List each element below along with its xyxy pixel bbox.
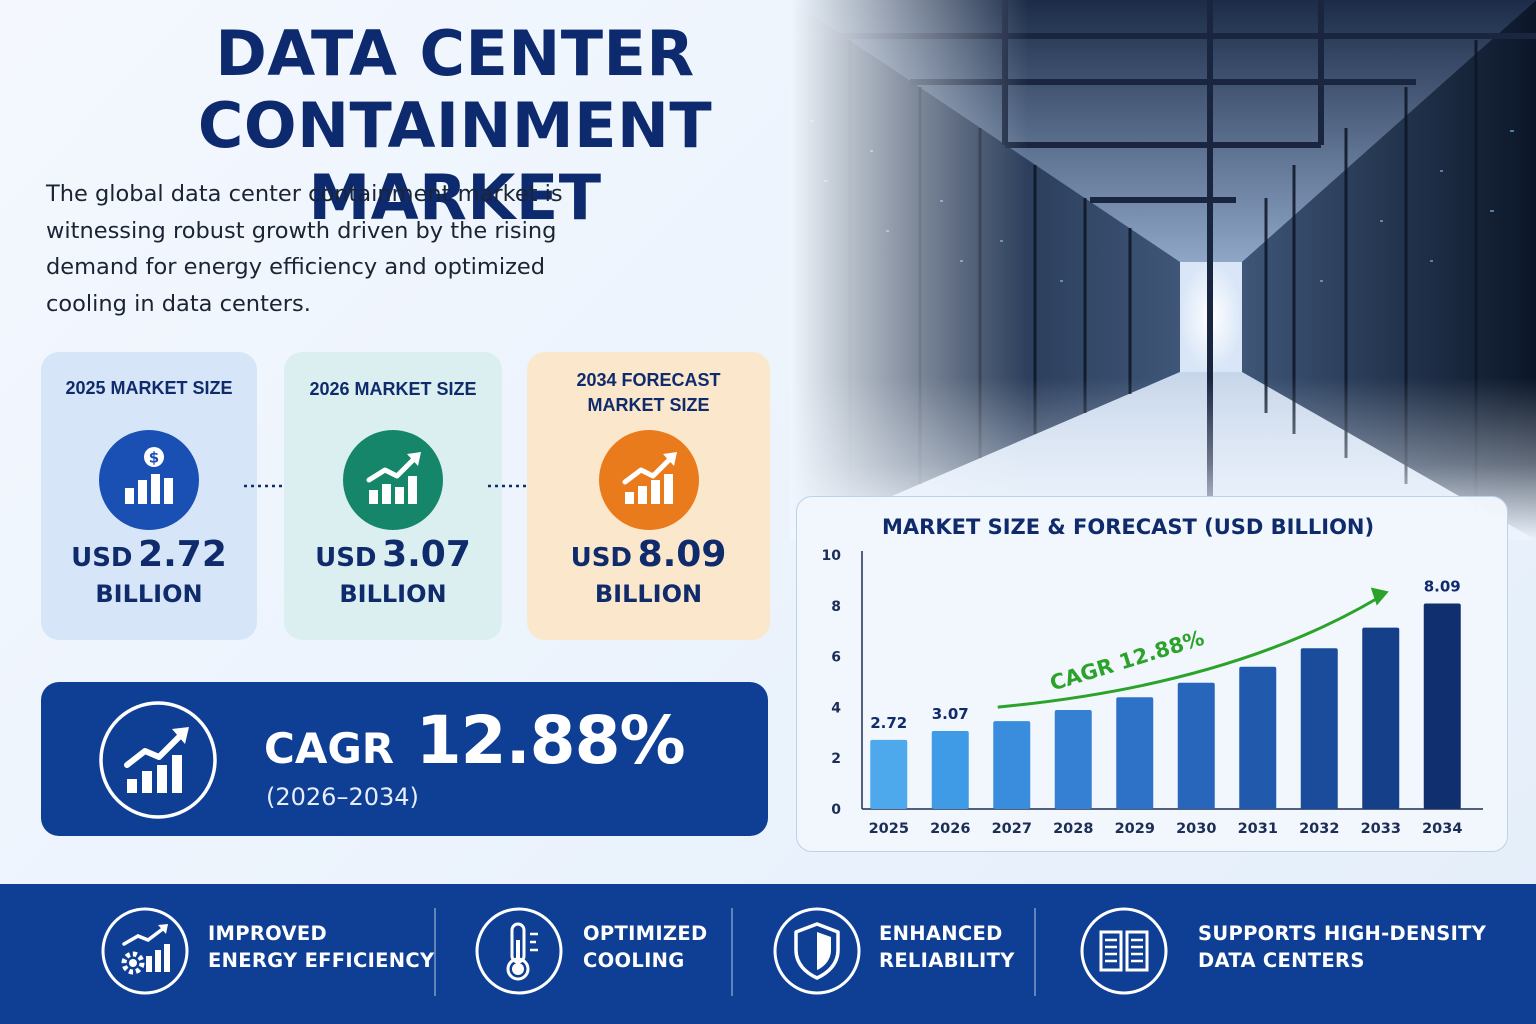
dollar-growth-icon: $ [99,430,199,530]
title-line-1: DATA CENTER CONTAINMENT [197,17,713,162]
card-label: 2025 MARKET SIZE [65,378,233,398]
card-currency: USD [570,543,632,573]
bar-chart: 0 2 4 6 8 10 2025 2.72 2026 3.07 2027 2028 2029 2030 2… [822,548,1483,837]
bar [1239,666,1277,809]
card-value: USD 3.07 [284,534,502,575]
feature-line: RELIABILITY [879,949,1015,972]
bar-data-label: 8.09 [1424,578,1461,596]
bar [1300,648,1338,809]
server-rack-icon [1080,907,1168,995]
x-tick-label: 2029 [1115,821,1155,837]
growth-arrow-line [997,596,1380,709]
bar [931,731,969,809]
card-number: 2.72 [138,534,227,575]
x-tick-label: 2027 [992,821,1032,837]
title-line-2: MARKET [308,161,602,234]
y-tick-label: 6 [831,650,841,666]
cagr-value: 12.88% [415,702,686,779]
forecast-2034-card: 2034 FORECAST MARKET SIZE USD 8.09 BILLI… [527,352,770,640]
feature-band: IMPROVED ENERGY EFFICIENCY OPTIMIZED COO… [0,884,1536,1024]
feature-line: IMPROVED [208,922,328,945]
x-tick-label: 2032 [1299,821,1339,837]
cagr-headline: CAGR 12.88% [264,702,686,779]
x-tick-label: 2034 [1422,821,1462,837]
card-label: 2034 FORECAST MARKET SIZE [527,368,770,418]
card-unit: BILLION [95,580,203,608]
y-tick-label: 2 [831,751,841,767]
bar [1054,709,1092,809]
y-tick-label: 10 [822,548,842,564]
feature-line: ENERGY EFFICIENCY [208,949,435,972]
bar-data-label: 2.72 [870,714,907,732]
feature-text: IMPROVED ENERGY EFFICIENCY [208,920,434,974]
feature-text: ENHANCED RELIABILITY [879,920,1015,974]
page-title: DATA CENTER CONTAINMENT MARKET [20,18,890,234]
server-corridor-image [790,0,1536,540]
cagr-period: (2026–2034) [266,783,419,811]
feature-text: OPTIMIZED COOLING [583,920,707,974]
market-size-2025-card: 2025 MARKET SIZE $ USD 2.72 BILLION [41,352,257,640]
bar [1116,697,1154,809]
intro-line: witnessing robust growth driven by the r… [46,217,557,244]
x-tick-label: 2030 [1176,821,1216,837]
card-unit: BILLION [594,580,703,608]
bar [1177,682,1215,809]
card-label-line: 2034 FORECAST [576,370,721,390]
card-unit: BILLION [339,580,447,608]
card-currency: USD [71,543,133,573]
y-tick-label: 8 [831,599,841,615]
growth-chart-icon [598,430,699,530]
bar [870,739,908,809]
feature-line: ENHANCED [879,922,1003,945]
bar [993,721,1031,809]
thermometer-icon [475,907,563,995]
bar-data-label: 3.07 [932,705,969,723]
svg-text:$: $ [149,449,159,467]
card-value: USD 2.72 [41,534,257,575]
cagr-banner: CAGR 12.88% (2026–2034) [41,682,768,836]
card-currency: USD [315,543,377,573]
feature-line: SUPPORTS HIGH-DENSITY [1198,922,1487,945]
intro-line: demand for energy efficiency and optimiz… [46,254,546,280]
bar [1423,603,1461,809]
market-size-2026-card: 2026 MARKET SIZE USD 3.07 BILLION [284,352,502,640]
market-forecast-chart-panel: MARKET SIZE & FORECAST (USD BILLION) 0 2 4… [796,496,1508,852]
feature-line: DATA CENTERS [1198,949,1365,972]
chart-title: MARKET SIZE & FORECAST (USD BILLION) [882,515,1375,539]
x-tick-label: 2033 [1361,821,1401,837]
card-number: 3.07 [382,534,471,575]
intro-paragraph: The global data center containment marke… [46,176,606,322]
feature-divider [434,908,436,996]
growth-arrow-head [1370,587,1389,606]
growth-chart-icon [99,701,217,819]
feature-line: OPTIMIZED [583,922,708,945]
feature-divider [1034,908,1036,996]
card-label-line: MARKET SIZE [587,395,710,415]
card-label: 2026 MARKET SIZE [309,379,477,399]
feature-text: SUPPORTS HIGH-DENSITY DATA CENTERS [1198,920,1486,974]
x-tick-label: 2026 [930,821,970,837]
x-tick-label: 2031 [1238,821,1278,837]
feature-line: COOLING [583,949,685,972]
bar [1362,627,1400,809]
gear-growth-icon [101,907,189,995]
growth-chart-icon [343,430,443,530]
card-number: 8.09 [637,534,727,575]
x-tick-label: 2025 [869,821,909,837]
y-tick-label: 4 [831,700,841,716]
y-tick-label: 0 [831,802,841,818]
cagr-label: CAGR [264,724,395,773]
feature-divider [731,908,733,996]
card-value: USD 8.09 [527,534,770,575]
intro-line: The global data center containment marke… [46,181,563,207]
x-tick-label: 2028 [1053,821,1093,837]
intro-line: cooling in data centers. [46,290,311,317]
shield-icon [773,907,861,995]
